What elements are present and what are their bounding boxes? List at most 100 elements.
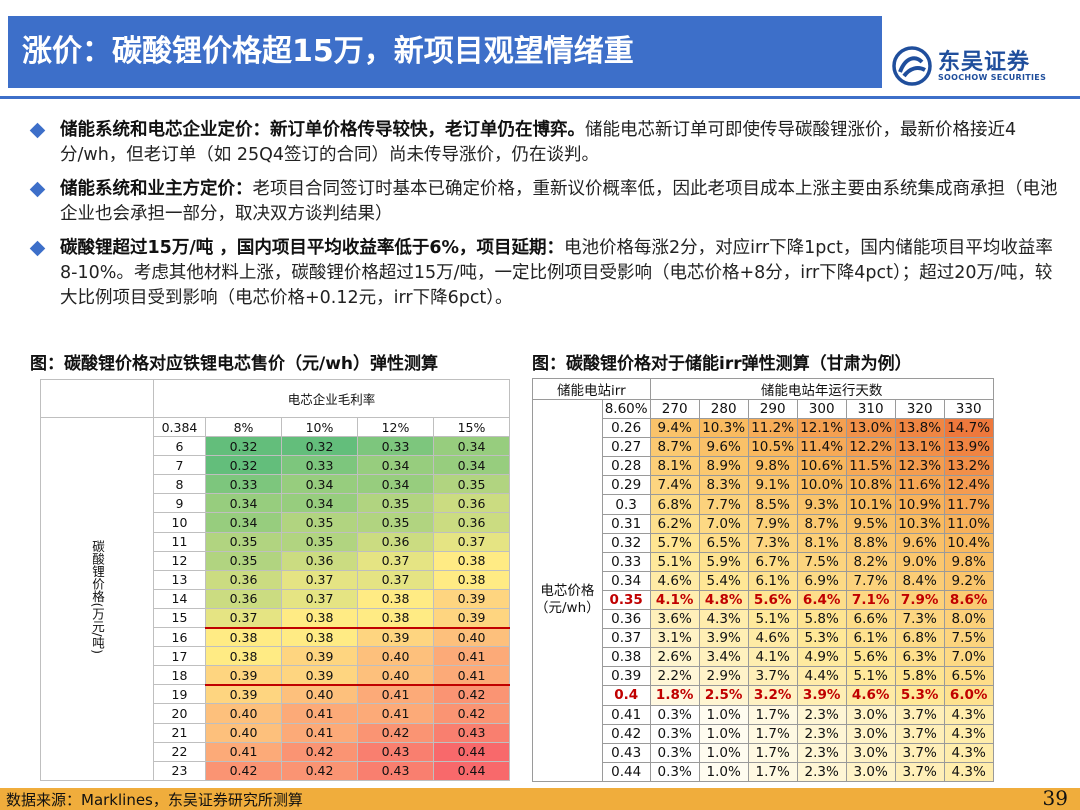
table-cell: 0.34	[281, 474, 358, 495]
table-cell: 13.1%	[894, 437, 945, 458]
row-header: 13	[153, 569, 206, 590]
table-row: 储能电站irr 储能电站年运行天数	[532, 378, 994, 400]
row-header: 10	[153, 512, 206, 533]
table-cell: 5.3%	[894, 685, 945, 706]
row-header: 6	[153, 436, 206, 457]
table-cell: 9.4%	[649, 418, 700, 439]
price-sensitivity-table: 电芯企业毛利率 碳酸锂价格(万元/吨) 0.384 8% 10% 12% 15% 6 0.32 0…	[40, 379, 510, 781]
row-header: 9	[153, 493, 206, 514]
table-cell: 6.1%	[747, 570, 798, 591]
table-cell: 0.44	[433, 760, 510, 781]
row-header: 0.37	[601, 628, 651, 649]
table-row: 0.33 5.1% 5.9% 6.7% 7.5% 8.2% 9.0% 9.8%	[533, 551, 994, 572]
table-cell: 6.5%	[943, 666, 994, 687]
row-header: 0.33	[601, 551, 651, 572]
table-cell: 0.42	[281, 741, 358, 762]
table-cell: 4.1%	[747, 647, 798, 668]
table-cell: 9.8%	[747, 456, 798, 477]
row-header: 15	[153, 607, 206, 629]
table-cell: 3.7%	[894, 723, 945, 744]
table-cell: 1.0%	[698, 742, 749, 763]
row-header: 19	[153, 684, 206, 705]
table-cell: 2.3%	[796, 723, 847, 744]
table-row: 0.4 1.8% 2.5% 3.2% 3.9% 4.6% 5.3% 6.0%	[533, 685, 994, 706]
table-cell: 5.4%	[698, 570, 749, 591]
bullet-text: 老项目合同签订时基本已确定价格，重新议价概率低，因此老项目成本上涨主要由系统集成…	[60, 179, 1058, 224]
table-cell: 0.35	[433, 474, 510, 495]
table-cell: 0.3%	[649, 761, 700, 782]
table-cell: 8.2%	[845, 551, 896, 572]
table-cell: 0.38	[357, 588, 434, 609]
table-cell: 4.9%	[796, 647, 847, 668]
bullet-item: 储能系统和业主方定价：老项目合同签订时基本已确定价格，重新议价概率低，因此老项目…	[26, 177, 1066, 227]
table-cell: 0.37	[357, 550, 434, 571]
table-cell: 8.6%	[943, 589, 994, 611]
table-cell: 4.8%	[698, 589, 749, 611]
table-row: 20 0.40 0.41 0.41 0.42	[41, 703, 510, 724]
table-cell: 11.0%	[943, 513, 994, 534]
table-cell: 0.41	[357, 703, 434, 724]
table-cell: 0.34	[433, 436, 510, 457]
column-header: 280	[698, 398, 749, 420]
table-row: 0.43 0.3% 1.0% 1.7% 2.3% 3.0% 3.7% 4.3%	[533, 742, 994, 763]
table-cell: 0.38	[281, 627, 358, 648]
table-cell: 9.6%	[894, 532, 945, 553]
row-header: 21	[153, 722, 206, 743]
table-cell: 0.41	[357, 684, 434, 705]
table-cell: 0.43	[433, 722, 510, 743]
table-cell: 0.41	[433, 665, 510, 686]
base-irr-cell: 8.60%	[601, 398, 651, 420]
table-cell: 2.3%	[796, 704, 847, 725]
table-cell: 1.7%	[747, 761, 798, 782]
table-cell: 3.0%	[845, 723, 896, 744]
table-row: 0.38 2.6% 3.4% 4.1% 4.9% 5.6% 6.3% 7.0%	[533, 647, 994, 668]
diamond-bullet-icon	[29, 122, 46, 139]
table-cell: 8.9%	[698, 456, 749, 477]
table-cell: 0.39	[281, 646, 358, 667]
table-cell: 6.4%	[796, 589, 847, 611]
row-header: 16	[153, 627, 206, 648]
table-cell: 4.6%	[747, 628, 798, 649]
row-header: 0.39	[601, 666, 651, 687]
table-cell: 11.2%	[747, 418, 798, 439]
table-cell: 6.3%	[894, 647, 945, 668]
table-cell: 10.3%	[894, 513, 945, 534]
blank-cell	[532, 398, 603, 419]
table-cell: 3.7%	[747, 666, 798, 687]
table-row: 23 0.42 0.42 0.43 0.44	[41, 760, 510, 781]
table-cell: 9.5%	[845, 513, 896, 534]
table-row: 0.37 3.1% 3.9% 4.6% 5.3% 6.1% 6.8% 7.5%	[533, 628, 994, 649]
table-row: 9 0.34 0.34 0.35 0.36	[41, 493, 510, 514]
table-cell: 0.33	[281, 455, 358, 476]
company-logo: 东吴证券 SOOCHOW SECURITIES	[892, 40, 1062, 90]
table-cell: 0.36	[205, 569, 282, 590]
column-header: 310	[845, 398, 896, 420]
table-cell: 8.5%	[747, 494, 798, 515]
corner-cell: 储能电站irr	[532, 378, 651, 400]
title-bar: 涨价：碳酸锂价格超15万，新项目观望情绪重	[8, 16, 882, 88]
soochow-logo-icon	[892, 46, 932, 86]
table-cell: 4.3%	[943, 704, 994, 725]
table-cell: 3.7%	[894, 761, 945, 782]
table-cell: 0.39	[357, 627, 434, 648]
diamond-bullet-icon	[29, 240, 46, 257]
table-cell: 2.6%	[649, 647, 700, 668]
table-cell: 12.3%	[894, 456, 945, 477]
table-cell: 3.0%	[845, 704, 896, 725]
table-cell: 2.5%	[698, 685, 749, 706]
table-cell: 0.42	[281, 760, 358, 781]
bullet-list: 储能系统和电芯企业定价：新订单价格传导较快，老订单仍在博弈。储能电芯新订单可即使…	[26, 118, 1066, 320]
table-row: 17 0.38 0.39 0.40 0.41	[41, 646, 510, 667]
table-cell: 11.6%	[894, 475, 945, 496]
table-cell: 7.7%	[845, 570, 896, 591]
table-cell: 0.38	[433, 569, 510, 590]
bullet-bold: 储能系统和业主方定价：	[60, 179, 253, 199]
table-cell: 1.8%	[649, 685, 700, 706]
table-cell: 1.7%	[747, 704, 798, 725]
table-cell: 5.8%	[796, 609, 847, 630]
row-header: 0.27	[601, 437, 651, 458]
row-header: 7	[153, 455, 206, 476]
table-cell: 0.39	[205, 665, 282, 686]
row-header: 0.36	[601, 609, 651, 630]
table-cell: 10.1%	[845, 494, 896, 515]
